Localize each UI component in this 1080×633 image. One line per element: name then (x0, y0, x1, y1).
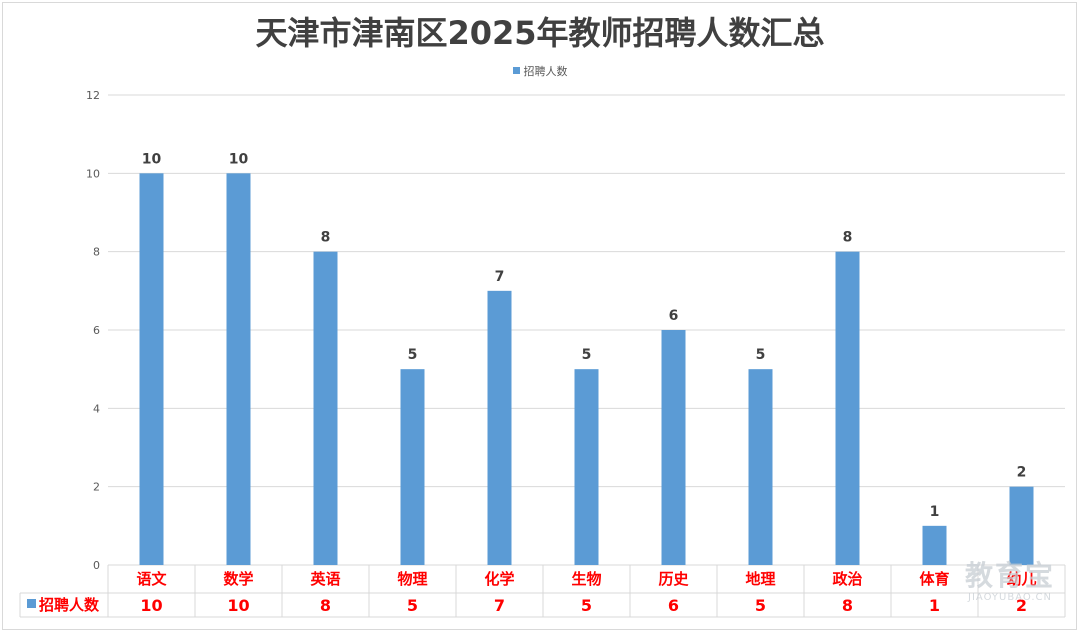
data-label: 8 (843, 230, 853, 246)
data-label: 2 (1017, 465, 1027, 481)
bar-地理 (748, 369, 773, 565)
category-label: 语文 (136, 570, 167, 588)
table-value: 5 (581, 596, 592, 615)
watermark-subtext: JIAOYUBAO.CN (968, 592, 1052, 603)
y-tick-label: 12 (86, 89, 100, 102)
data-label: 10 (142, 151, 162, 167)
bar-体育 (922, 525, 947, 565)
y-tick-label: 2 (93, 481, 100, 494)
category-label: 幼儿 (1006, 570, 1036, 588)
category-label: 数学 (223, 570, 253, 588)
category-label: 化学 (484, 570, 514, 588)
data-label: 7 (495, 269, 505, 285)
category-label: 历史 (658, 570, 689, 588)
bar-物理 (400, 369, 425, 565)
table-value: 10 (140, 596, 162, 615)
table-value: 8 (320, 596, 331, 615)
category-label: 英语 (310, 570, 340, 588)
table-value: 10 (227, 596, 249, 615)
category-label: 物理 (397, 570, 427, 588)
data-label: 6 (669, 308, 679, 324)
data-label: 5 (582, 347, 592, 363)
y-tick-label: 4 (93, 402, 100, 415)
y-tick-label: 6 (93, 324, 100, 337)
legend: 招聘人数 (0, 63, 1080, 79)
bar-生物 (574, 369, 599, 565)
data-label: 5 (756, 347, 766, 363)
category-label: 政治 (832, 570, 862, 588)
table-legend-swatch (27, 599, 36, 608)
table-value: 6 (668, 596, 679, 615)
table-value: 8 (842, 596, 853, 615)
watermark-text: 教育宝 (964, 559, 1055, 592)
y-tick-label: 0 (93, 559, 100, 572)
table-value: 7 (494, 596, 505, 615)
category-label: 生物 (571, 570, 601, 588)
table-value: 1 (929, 596, 940, 615)
bar-幼儿 (1009, 486, 1034, 565)
bar-政治 (835, 251, 860, 565)
legend-swatch (512, 67, 520, 74)
bar-历史 (661, 330, 686, 565)
bar-数学 (226, 173, 251, 566)
legend-label: 招聘人数 (523, 65, 568, 78)
table-value: 5 (407, 596, 418, 615)
watermark: 教育宝 JIAOYUBAO.CN (950, 559, 1070, 604)
bar-英语 (313, 251, 338, 565)
bar-语文 (139, 173, 164, 566)
data-label: 8 (321, 230, 331, 246)
category-label: 体育 (919, 570, 949, 588)
data-label: 10 (229, 151, 249, 167)
chart-title: 天津市津南区2025年教师招聘人数汇总 (255, 14, 825, 52)
data-label: 1 (930, 504, 940, 520)
data-label: 5 (408, 347, 418, 363)
table-value: 2 (1016, 596, 1027, 615)
category-label: 地理 (745, 570, 775, 588)
y-tick-label: 10 (86, 167, 100, 180)
table-value: 5 (755, 596, 766, 615)
table-row-header: 招聘人数 (39, 596, 100, 614)
y-tick-label: 8 (93, 246, 100, 259)
bar-化学 (487, 290, 512, 565)
